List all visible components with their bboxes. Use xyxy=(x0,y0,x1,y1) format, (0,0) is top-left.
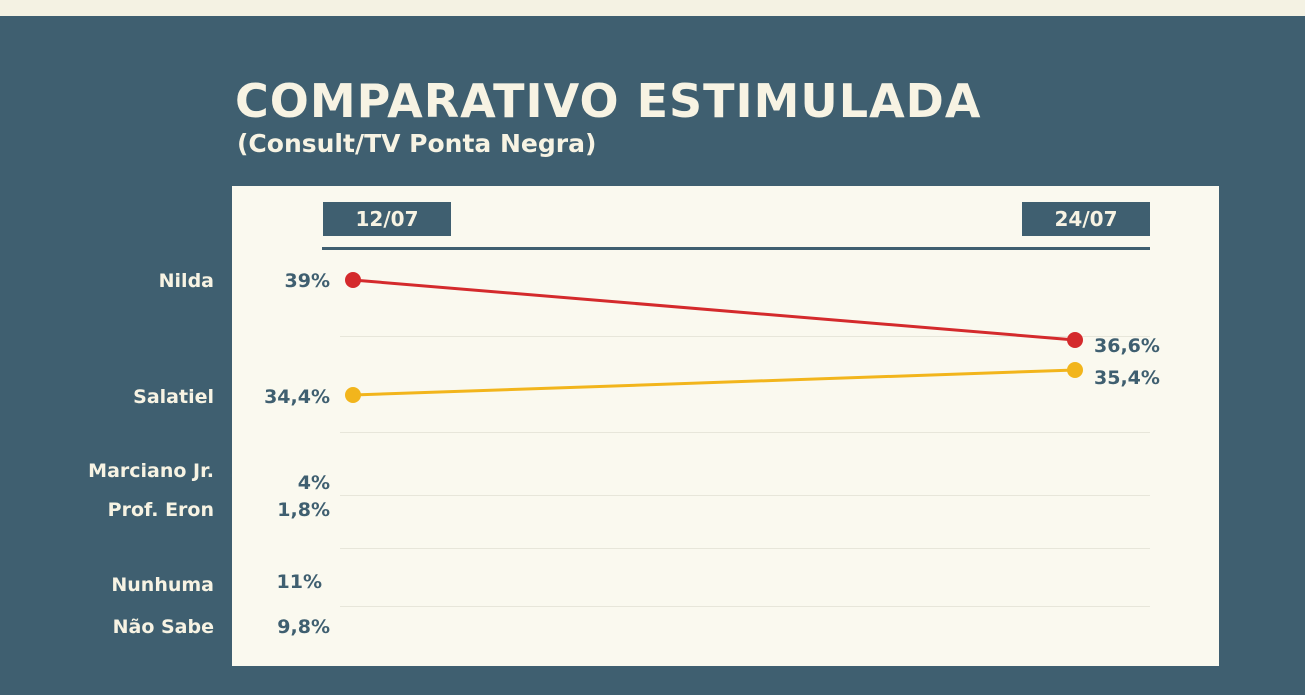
title-normal: COMPARATIVO xyxy=(235,74,620,128)
gridline xyxy=(340,548,1150,549)
series-line-nilda xyxy=(352,278,1076,342)
data-label-salatiel-end: 35,4% xyxy=(1094,367,1160,389)
chart-title: COMPARATIVO ESTIMULADA xyxy=(235,78,981,124)
data-label-nunhuma: 11% xyxy=(276,571,322,593)
gridline xyxy=(340,432,1150,433)
gridline xyxy=(340,606,1150,607)
candidate-label-marciano: Marciano Jr. xyxy=(88,460,214,482)
data-label-eron: 1,8% xyxy=(277,499,330,521)
data-label-nao-sabe: 9,8% xyxy=(277,616,330,638)
data-label-nilda-start: 39% xyxy=(284,270,330,292)
series-line-salatiel xyxy=(352,368,1076,397)
candidate-label-salatiel: Salatiel xyxy=(133,386,214,408)
chart-subtitle: (Consult/TV Ponta Negra) xyxy=(237,129,597,158)
data-point-nilda-1 xyxy=(1067,332,1083,348)
candidate-label-nilda: Nilda xyxy=(158,270,214,292)
candidate-label-eron: Prof. Eron xyxy=(107,499,214,521)
data-label-salatiel-start: 34,4% xyxy=(264,386,330,408)
data-point-salatiel-1 xyxy=(1067,362,1083,378)
data-point-nilda-0 xyxy=(345,272,361,288)
title-bold: ESTIMULADA xyxy=(636,74,982,128)
date-axis-line xyxy=(322,247,1150,250)
data-label-nilda-end: 36,6% xyxy=(1094,335,1160,357)
candidate-label-nunhuma: Nunhuma xyxy=(111,574,214,596)
data-label-marciano: 4% xyxy=(297,472,330,494)
date-label-start: 12/07 xyxy=(323,202,451,236)
date-label-end: 24/07 xyxy=(1022,202,1150,236)
gridline xyxy=(340,495,1150,496)
data-point-salatiel-0 xyxy=(345,387,361,403)
plot-panel xyxy=(232,186,1219,666)
candidate-label-nao-sabe: Não Sabe xyxy=(112,616,214,638)
gridline xyxy=(340,336,1150,337)
